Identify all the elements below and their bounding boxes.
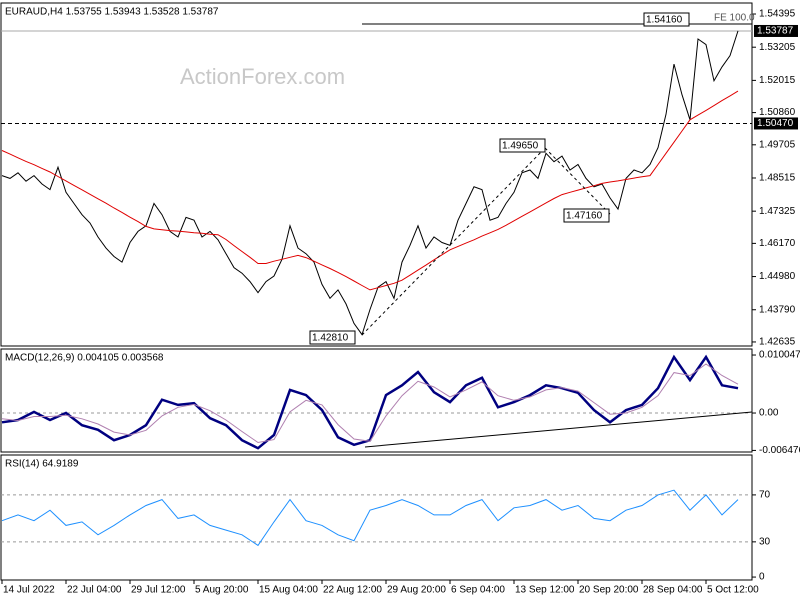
y-tick-label: 0 [759, 572, 765, 583]
trend-line [364, 411, 753, 448]
pane-title: EURAUD,H4 1.53755 1.53943 1.53528 1.5378… [5, 7, 219, 18]
y-tick-label: 1.50860 [759, 107, 796, 118]
x-tick-label: 28 Sep 04:00 [643, 585, 703, 596]
x-tick-label: 29 Jul 12:00 [131, 585, 186, 596]
annotation: FE 100.0 [714, 13, 755, 24]
y-tick-label: 1.43790 [759, 304, 796, 315]
x-tick-label: 22 Jul 04:00 [67, 585, 122, 596]
x-tick-label: 14 Jul 2022 [3, 585, 55, 596]
series-line [1, 90, 739, 291]
series-line [1, 354, 739, 450]
annotation-box [499, 138, 546, 153]
y-tick-label: 0.010047 [759, 350, 800, 361]
series-line [1, 363, 739, 444]
pane-frame [0, 348, 753, 453]
y-tick-label: 1.44980 [759, 271, 796, 282]
y-tick-label: 1.53205 [759, 42, 796, 53]
x-tick-label: 5 Aug 20:00 [195, 585, 249, 596]
x-tick-label: 6 Sep 04:00 [451, 585, 505, 596]
annotation: 1.47160 [566, 211, 603, 222]
y-tick-label: 1.49705 [759, 139, 796, 150]
x-tick-label: 13 Sep 12:00 [515, 585, 575, 596]
fib-line [361, 147, 546, 336]
pane-frame [0, 454, 753, 581]
y-tick-label: 30 [759, 536, 771, 547]
x-tick-label: 29 Aug 20:00 [387, 585, 446, 596]
series-line [1, 489, 739, 547]
y-tick-label: 1.52015 [759, 75, 796, 86]
pane-frame [0, 2, 753, 347]
annotation: 1.49650 [502, 141, 539, 152]
annotation-box [643, 12, 690, 27]
y-tick-label: 1.48515 [759, 173, 796, 184]
watermark: ActionForex.com [180, 64, 345, 89]
x-tick-label: 15 Aug 04:00 [259, 585, 318, 596]
y-tick-label: 1.46170 [759, 238, 796, 249]
pane-title: RSI(14) 64.9189 [5, 459, 79, 470]
annotation: 1.54160 [646, 15, 683, 26]
price-label: 1.50470 [757, 118, 794, 129]
annotation-box [563, 208, 610, 223]
y-tick-label: 1.54395 [759, 9, 796, 20]
y-tick-label: 0.00 [759, 408, 779, 419]
annotation-box [309, 330, 356, 345]
annotation: 1.42810 [312, 333, 349, 344]
series-line [1, 30, 739, 336]
price-label: 1.53787 [757, 26, 794, 37]
price-label-box [754, 117, 798, 130]
y-tick-label: -0.006476 [759, 445, 800, 456]
y-tick-label: 70 [759, 490, 771, 501]
x-tick-label: 5 Oct 12:00 [707, 585, 759, 596]
x-tick-label: 22 Aug 12:00 [323, 585, 382, 596]
pane-title: MACD(12,26,9) 0.004105 0.003568 [5, 353, 164, 364]
price-label-box [754, 24, 798, 37]
x-tick-label: 20 Sep 20:00 [579, 585, 639, 596]
y-tick-label: 1.47325 [759, 206, 796, 217]
y-tick-label: 1.42635 [759, 337, 796, 348]
